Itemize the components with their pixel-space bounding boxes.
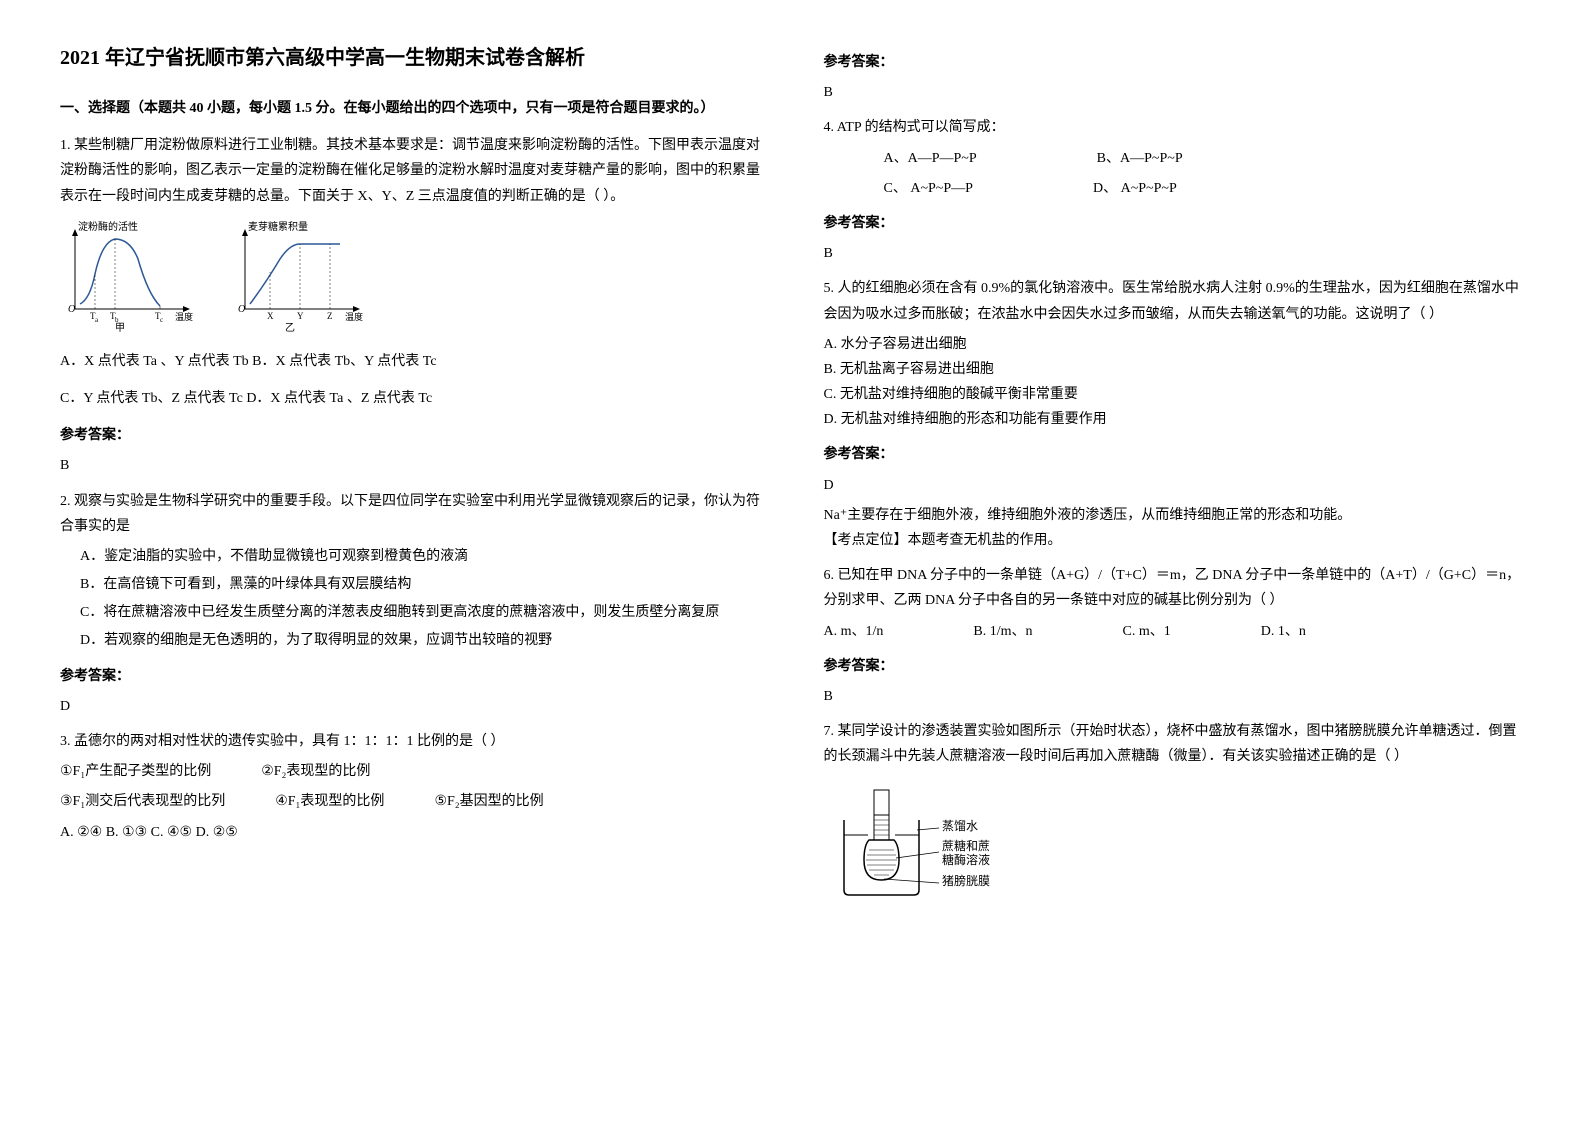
svg-text:O: O	[238, 304, 245, 315]
q6-option-a: A. m、1/n	[824, 619, 884, 644]
q5-answer-header: 参考答案：	[824, 442, 1528, 467]
chart-2-svg: O X Y Z 乙 温度	[230, 224, 370, 334]
chart-2: O X Y Z 乙 温度 麦芽糖累积量	[230, 224, 370, 334]
q5-explanation: Na⁺主要存在于细胞外液，维持细胞外液的渗透压，从而维持细胞正常的形态和功能。	[824, 503, 1528, 528]
q5-answer: D	[824, 473, 1528, 498]
q6-option-b: B. 1/m、n	[973, 619, 1032, 644]
q3-sub1: ①F₁产生配子类型的比例	[60, 759, 211, 784]
q6-answer: B	[824, 684, 1528, 709]
q5-option-d: D. 无机盐对维持细胞的形态和功能有重要作用	[824, 407, 1528, 432]
chart-2-ylabel: 麦芽糖累积量	[248, 219, 308, 237]
svg-text:X: X	[267, 311, 274, 321]
page-title: 2021 年辽宁省抚顺市第六高级中学高一生物期末试卷含解析	[60, 40, 764, 76]
q3-answer-header: 参考答案：	[824, 50, 1528, 75]
svg-text:蔗糖和蔗: 蔗糖和蔗	[942, 838, 990, 853]
right-column: 参考答案： B 4. ATP 的结构式可以简写成： A、A—P—P~P B、A—…	[824, 40, 1528, 929]
svg-text:a: a	[95, 316, 99, 324]
q5-option-a: A. 水分子容易进出细胞	[824, 332, 1528, 357]
q2-option-d: D．若观察的细胞是无色透明的，为了取得明显的效果，应调节出较暗的视野	[60, 628, 764, 653]
svg-text:温度: 温度	[345, 311, 363, 322]
q4-option-d: D、 A~P~P~P	[1093, 176, 1177, 201]
chart-1-ylabel: 淀粉酶的活性	[78, 219, 138, 237]
question-2: 2. 观察与实验是生物科学研究中的重要手段。以下是四位同学在实验室中利用光学显微…	[60, 489, 764, 720]
q4-option-b: B、A—P~P~P	[1097, 146, 1183, 171]
q4-answer-header: 参考答案：	[824, 211, 1528, 236]
question-6-text: 6. 已知在甲 DNA 分子中的一条单链（A+G）/（T+C）＝m，乙 DNA …	[824, 563, 1528, 613]
q6-option-d: D. 1、n	[1261, 619, 1306, 644]
q1-option-ab: A．X 点代表 Ta 、Y 点代表 Tb B．X 点代表 Tb、Y 点代表 Tc	[60, 349, 764, 374]
question-7-text: 7. 某同学设计的渗透装置实验如图所示（开始时状态），烧杯中盛放有蒸馏水，图中猪…	[824, 719, 1528, 769]
osmosis-diagram: 蒸馏水 蔗糖和蔗 糖酶溶液 猪膀胱膜	[824, 780, 1528, 919]
question-6: 6. 已知在甲 DNA 分子中的一条单链（A+G）/（T+C）＝m，乙 DNA …	[824, 563, 1528, 709]
svg-text:乙: 乙	[285, 322, 295, 334]
q6-options-row: A. m、1/n B. 1/m、n C. m、1 D. 1、n	[824, 619, 1528, 644]
q2-option-c: C．将在蔗糖溶液中已经发生质壁分离的洋葱表皮细胞转到更高浓度的蔗糖溶液中，则发生…	[60, 600, 764, 625]
q4-row-2: C、 A~P~P—P D、 A~P~P~P	[824, 176, 1528, 201]
question-5: 5. 人的红细胞必须在含有 0.9%的氯化钠溶液中。医生常给脱水病人注射 0.9…	[824, 276, 1528, 553]
question-7: 7. 某同学设计的渗透装置实验如图所示（开始时状态），烧杯中盛放有蒸馏水，图中猪…	[824, 719, 1528, 919]
svg-text:Y: Y	[297, 311, 304, 321]
q3-sub-row-1: ①F₁产生配子类型的比例 ②F₂表现型的比例	[60, 759, 764, 784]
question-3: 3. 孟德尔的两对相对性状的遗传实验中，具有 1：1：1：1 比例的是（ ） ①…	[60, 729, 764, 845]
question-4-text: 4. ATP 的结构式可以简写成：	[824, 115, 1528, 140]
q3-sub2: ②F₂表现型的比例	[261, 759, 370, 784]
q3-sub4: ④F₁表现型的比例	[275, 789, 384, 814]
q4-option-a: A、A—P—P~P	[884, 146, 977, 171]
q4-option-c: C、 A~P~P—P	[884, 176, 973, 201]
svg-text:温度: 温度	[175, 311, 193, 322]
q2-answer: D	[60, 694, 764, 719]
q1-answer-header: 参考答案：	[60, 423, 764, 448]
osmosis-svg: 蒸馏水 蔗糖和蔗 糖酶溶液 猪膀胱膜	[824, 780, 1034, 910]
question-1-text: 1. 某些制糖厂用淀粉做原料进行工业制糖。其技术基本要求是：调节温度来影响淀粉酶…	[60, 133, 764, 209]
q2-option-b: B．在高倍镜下可看到，黑藻的叶绿体具有双层膜结构	[60, 572, 764, 597]
chart-container: O Ta Tb Tc 甲 温度 淀粉酶的活性	[60, 224, 764, 334]
question-4: 4. ATP 的结构式可以简写成： A、A—P—P~P B、A—P~P~P C、…	[824, 115, 1528, 266]
q3-sub-row-2: ③F₁测交后代表现型的比列 ④F₁表现型的比例 ⑤F₂基因型的比例	[60, 789, 764, 814]
section-header: 一、选择题（本题共 40 小题，每小题 1.5 分。在每小题给出的四个选项中，只…	[60, 96, 764, 121]
q2-answer-header: 参考答案：	[60, 664, 764, 689]
svg-text:甲: 甲	[115, 323, 125, 334]
q5-option-b: B. 无机盐离子容易进出细胞	[824, 357, 1528, 382]
page-container: 2021 年辽宁省抚顺市第六高级中学高一生物期末试卷含解析 一、选择题（本题共 …	[60, 40, 1527, 929]
svg-text:O: O	[68, 304, 75, 315]
q5-note: 【考点定位】本题考查无机盐的作用。	[824, 528, 1528, 553]
question-5-text: 5. 人的红细胞必须在含有 0.9%的氯化钠溶液中。医生常给脱水病人注射 0.9…	[824, 276, 1528, 326]
left-column: 2021 年辽宁省抚顺市第六高级中学高一生物期末试卷含解析 一、选择题（本题共 …	[60, 40, 764, 929]
q3-options: A. ②④ B. ①③ C. ④⑤ D. ②⑤	[60, 820, 764, 845]
q4-answer: B	[824, 241, 1528, 266]
q5-option-c: C. 无机盐对维持细胞的酸碱平衡非常重要	[824, 382, 1528, 407]
q4-row-1: A、A—P—P~P B、A—P~P~P	[824, 146, 1528, 171]
q3-sub3: ③F₁测交后代表现型的比列	[60, 789, 225, 814]
chart-1: O Ta Tb Tc 甲 温度 淀粉酶的活性	[60, 224, 200, 334]
q6-answer-header: 参考答案：	[824, 654, 1528, 679]
q6-option-c: C. m、1	[1123, 619, 1171, 644]
q1-option-cd: C．Y 点代表 Tb、Z 点代表 Tc D．X 点代表 Ta 、Z 点代表 Tc	[60, 386, 764, 411]
q3-answer: B	[824, 80, 1528, 105]
q3-sub5: ⑤F₂基因型的比例	[434, 789, 543, 814]
q1-answer: B	[60, 453, 764, 478]
svg-text:蒸馏水: 蒸馏水	[942, 819, 978, 833]
question-2-text: 2. 观察与实验是生物科学研究中的重要手段。以下是四位同学在实验室中利用光学显微…	[60, 489, 764, 539]
question-1: 1. 某些制糖厂用淀粉做原料进行工业制糖。其技术基本要求是：调节温度来影响淀粉酶…	[60, 133, 764, 478]
svg-text:c: c	[160, 316, 163, 324]
q2-option-a: A．鉴定油脂的实验中，不借助显微镜也可观察到橙黄色的液滴	[60, 544, 764, 569]
svg-text:Z: Z	[327, 311, 333, 321]
svg-text:猪膀胱膜: 猪膀胱膜	[942, 873, 990, 888]
question-3-text: 3. 孟德尔的两对相对性状的遗传实验中，具有 1：1：1：1 比例的是（ ）	[60, 729, 764, 754]
svg-text:糖酶溶液: 糖酶溶液	[942, 852, 990, 867]
chart-1-svg: O Ta Tb Tc 甲 温度	[60, 224, 200, 334]
